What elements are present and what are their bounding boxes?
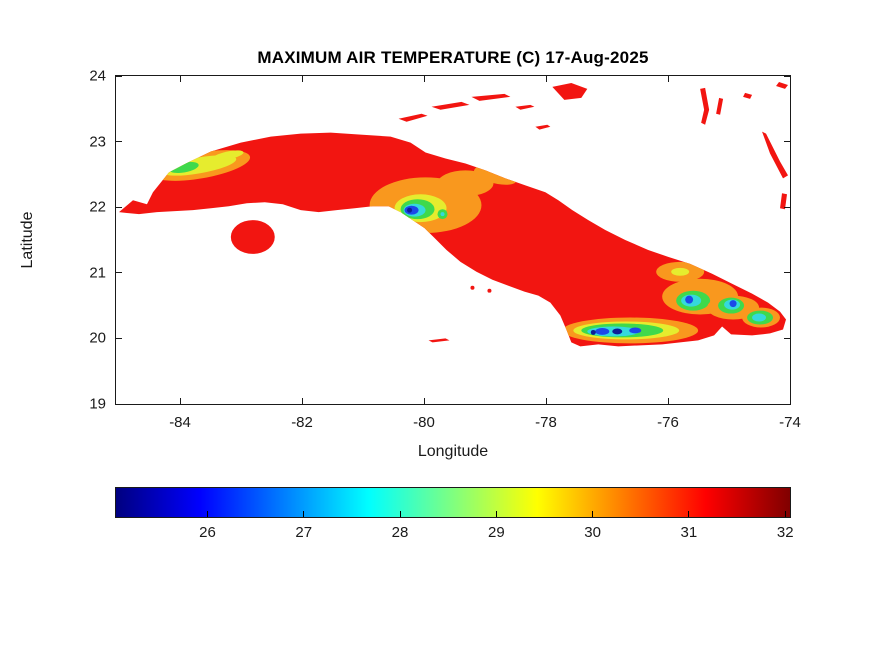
y-tick-label: 22 [89, 198, 106, 216]
bahamas-fragment [700, 87, 710, 125]
y-tick-mark [784, 337, 790, 339]
x-tick-label: -76 [657, 414, 679, 431]
y-tick-label: 20 [89, 329, 106, 347]
colorbar-tick-label: 28 [391, 524, 409, 541]
x-axis-label: Longitude [417, 443, 489, 460]
cuba-mainland [118, 132, 787, 347]
cay [398, 113, 428, 122]
x-tick-mark [545, 398, 547, 404]
cool-temperature-regions [151, 150, 781, 344]
moa-blue [729, 300, 737, 308]
holguin-yellow [671, 267, 690, 276]
y-axis-label: Latitude [19, 211, 36, 269]
cuba-temperature-map [118, 81, 789, 347]
x-tick-mark [789, 76, 791, 82]
sierra-maestra-navy-2 [590, 329, 596, 335]
colorbar-tick-mark [688, 511, 690, 517]
colorbar-tick-mark [495, 511, 497, 517]
bahamas-fragment [716, 97, 724, 115]
x-tick-mark [667, 76, 669, 82]
y-tick-mark [116, 403, 122, 405]
escambray-navy [407, 207, 413, 213]
colorbar-tick-label: 27 [295, 524, 313, 541]
x-tick-mark [667, 398, 669, 404]
western-hills-yellow-2 [212, 150, 244, 161]
colorbar-tick-label: 31 [680, 524, 698, 541]
plot-area: -84 -82 -80 -78 -76 -74 19 20 21 22 23 24 [89, 68, 801, 432]
south-cay [470, 285, 475, 290]
cay [471, 93, 511, 101]
colorbar-tick-mark [303, 511, 305, 517]
northeast-blue [685, 295, 694, 304]
y-tick-mark [116, 272, 122, 274]
isla-de-la-juventud [230, 220, 275, 254]
cay [535, 124, 551, 130]
x-tick-mark [179, 398, 181, 404]
x-tick-label: -74 [779, 414, 801, 431]
colorbar-tick-label: 29 [487, 524, 505, 541]
x-tick-mark [423, 76, 425, 82]
escambray-cyan-2 [440, 212, 445, 217]
x-tick-label: -82 [291, 414, 313, 431]
x-tick-label: -80 [413, 414, 435, 431]
bahamas-fragment [743, 92, 753, 99]
y-tick-mark [784, 141, 790, 143]
y-tick-label: 19 [89, 395, 106, 413]
x-tick-label: -78 [535, 414, 557, 431]
cayman-fragment [428, 338, 450, 343]
south-cay [487, 288, 492, 293]
y-tick-mark [784, 75, 790, 77]
x-tick-mark [789, 398, 791, 404]
cay [515, 104, 535, 110]
y-tick-label: 23 [89, 133, 106, 151]
y-tick-mark [116, 141, 122, 143]
y-tick-mark [784, 403, 790, 405]
y-tick-mark [784, 272, 790, 274]
x-tick-mark [179, 76, 181, 82]
colorbar-tick-label: 30 [584, 524, 601, 541]
sierra-maestra-navy [612, 328, 623, 335]
bahamas-fragment [776, 81, 789, 89]
x-tick-label: -84 [169, 414, 191, 431]
x-tick-mark [423, 398, 425, 404]
offshore-cays [398, 81, 789, 343]
andros-island-fragment [552, 82, 588, 100]
colorbar-tick-mark [399, 511, 401, 517]
y-tick-mark [116, 337, 122, 339]
colorbar-tick-mark [592, 511, 594, 517]
east-tip-cyan [752, 313, 767, 322]
y-tick-label: 24 [89, 67, 106, 85]
x-tick-mark [301, 76, 303, 82]
x-tick-mark [301, 398, 303, 404]
bahamas-fragment [762, 131, 789, 179]
sierra-maestra-blue [595, 327, 610, 335]
colorbar-tick-label: 32 [776, 524, 794, 541]
cay [431, 101, 470, 110]
y-tick-mark [116, 206, 122, 208]
colorbar-tick-mark [784, 511, 786, 517]
colorbar-tick-label: 26 [199, 524, 216, 541]
colorbar-tick-mark [206, 511, 208, 517]
bahamas-fragment [780, 193, 788, 210]
x-tick-mark [545, 76, 547, 82]
chart-title: MAXIMUM AIR TEMPERATURE (C) 17-Aug-2025 [257, 48, 649, 67]
y-tick-mark [784, 206, 790, 208]
y-tick-mark [116, 75, 122, 77]
sierra-maestra-blue-2 [629, 327, 642, 334]
y-tick-label: 21 [89, 264, 106, 282]
colorbar: 26 27 28 29 30 31 32 [115, 487, 794, 541]
